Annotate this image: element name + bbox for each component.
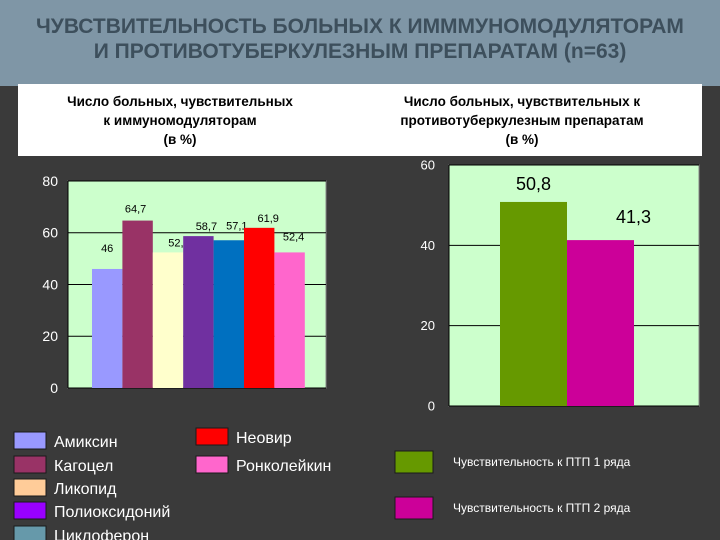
right-y-tick-label: 40 bbox=[421, 238, 435, 253]
legend-ptp-label-2: Чувствительность к ПТП 2 ряда bbox=[453, 501, 631, 515]
legend-label-2: Кагоцел bbox=[54, 458, 113, 475]
legend-swatch-5 bbox=[13, 525, 47, 540]
legend-ptp-swatch-2 bbox=[394, 496, 434, 520]
left-bar-label-6: 61,9 bbox=[257, 213, 278, 225]
right-bar-2 bbox=[567, 240, 634, 406]
left-bar-label-5: 57,1 bbox=[226, 220, 247, 232]
slide-title: ЧУВСТВИТЕЛЬНОСТЬ БОЛЬНЫХ К ИМММУНОМОДУЛЯ… bbox=[10, 14, 710, 64]
legend-swatch-1 bbox=[13, 431, 47, 450]
left-bar-label-1: 46 bbox=[101, 243, 113, 255]
left-y-tick-label: 0 bbox=[50, 380, 58, 396]
left-bar-4 bbox=[183, 236, 214, 388]
left-chart-title: Число больных, чувствительных к иммуномо… bbox=[67, 94, 293, 147]
left-y-tick-label: 40 bbox=[42, 276, 58, 292]
legend-swatch-7 bbox=[195, 455, 229, 474]
chart-titles-panel: Число больных, чувствительных к иммуномо… bbox=[18, 84, 702, 156]
legend-label-6: Неовир bbox=[236, 430, 292, 447]
left-bar-label-4: 58,7 bbox=[196, 221, 217, 233]
right-bar-label-2: 41,3 bbox=[616, 207, 651, 227]
left-bar-2 bbox=[122, 220, 153, 388]
legend-swatch-3 bbox=[13, 478, 47, 497]
left-bar-6 bbox=[244, 227, 275, 388]
left-bar-label-7: 52,4 bbox=[283, 231, 304, 243]
legend: Амиксин Кагоцел Ликопид Полиоксидоний Циклоф… bbox=[13, 427, 631, 540]
right-y-tick-label: 60 bbox=[421, 158, 435, 173]
legend-swatch-6 bbox=[195, 427, 229, 446]
legend-label-5: Циклоферон bbox=[54, 528, 149, 540]
slide-title-line-1: ЧУВСТВИТЕЛЬНОСТЬ БОЛЬНЫХ К ИМММУНОМОДУЛЯ… bbox=[36, 15, 684, 38]
right-y-tick-label: 20 bbox=[421, 318, 435, 333]
left-bar-5 bbox=[213, 240, 244, 388]
legend-ptp-swatch-1 bbox=[394, 450, 434, 474]
right-bar-1 bbox=[500, 201, 567, 406]
legend-label-3: Ликопид bbox=[54, 481, 117, 498]
left-bar-3 bbox=[152, 252, 184, 388]
left-bar-label-2: 64,7 bbox=[125, 204, 146, 216]
legend-label-7: Ронколейкин bbox=[236, 458, 331, 475]
left-bar-7 bbox=[274, 252, 305, 388]
right-chart: 0 20 40 60 50,8 41,3 bbox=[421, 158, 700, 414]
legend-swatch-2 bbox=[13, 455, 47, 474]
right-y-tick-label: 0 bbox=[428, 399, 435, 414]
legend-ptp-label-1: Чувствительность к ПТП 1 ряда bbox=[453, 455, 631, 469]
slide-header: ЧУВСТВИТЕЛЬНОСТЬ БОЛЬНЫХ К ИМММУНОМОДУЛЯ… bbox=[0, 0, 720, 86]
left-y-tick-label: 60 bbox=[42, 225, 58, 241]
right-chart-title: Число больных, чувствительных к противот… bbox=[400, 94, 644, 147]
left-y-tick-label: 80 bbox=[42, 173, 58, 189]
legend-swatch-4 bbox=[13, 501, 47, 520]
left-y-tick-label: 20 bbox=[42, 328, 58, 344]
right-bar-label-1: 50,8 bbox=[516, 174, 551, 194]
slide-title-line-2: И ПРОТИВОТУБЕРКУЛЕЗНЫМ ПРЕПАРАТАМ (n=63) bbox=[93, 40, 627, 63]
legend-label-4: Полиоксидоний bbox=[54, 504, 170, 521]
legend-label-1: Амиксин bbox=[54, 434, 118, 451]
left-bar-1 bbox=[92, 268, 123, 388]
